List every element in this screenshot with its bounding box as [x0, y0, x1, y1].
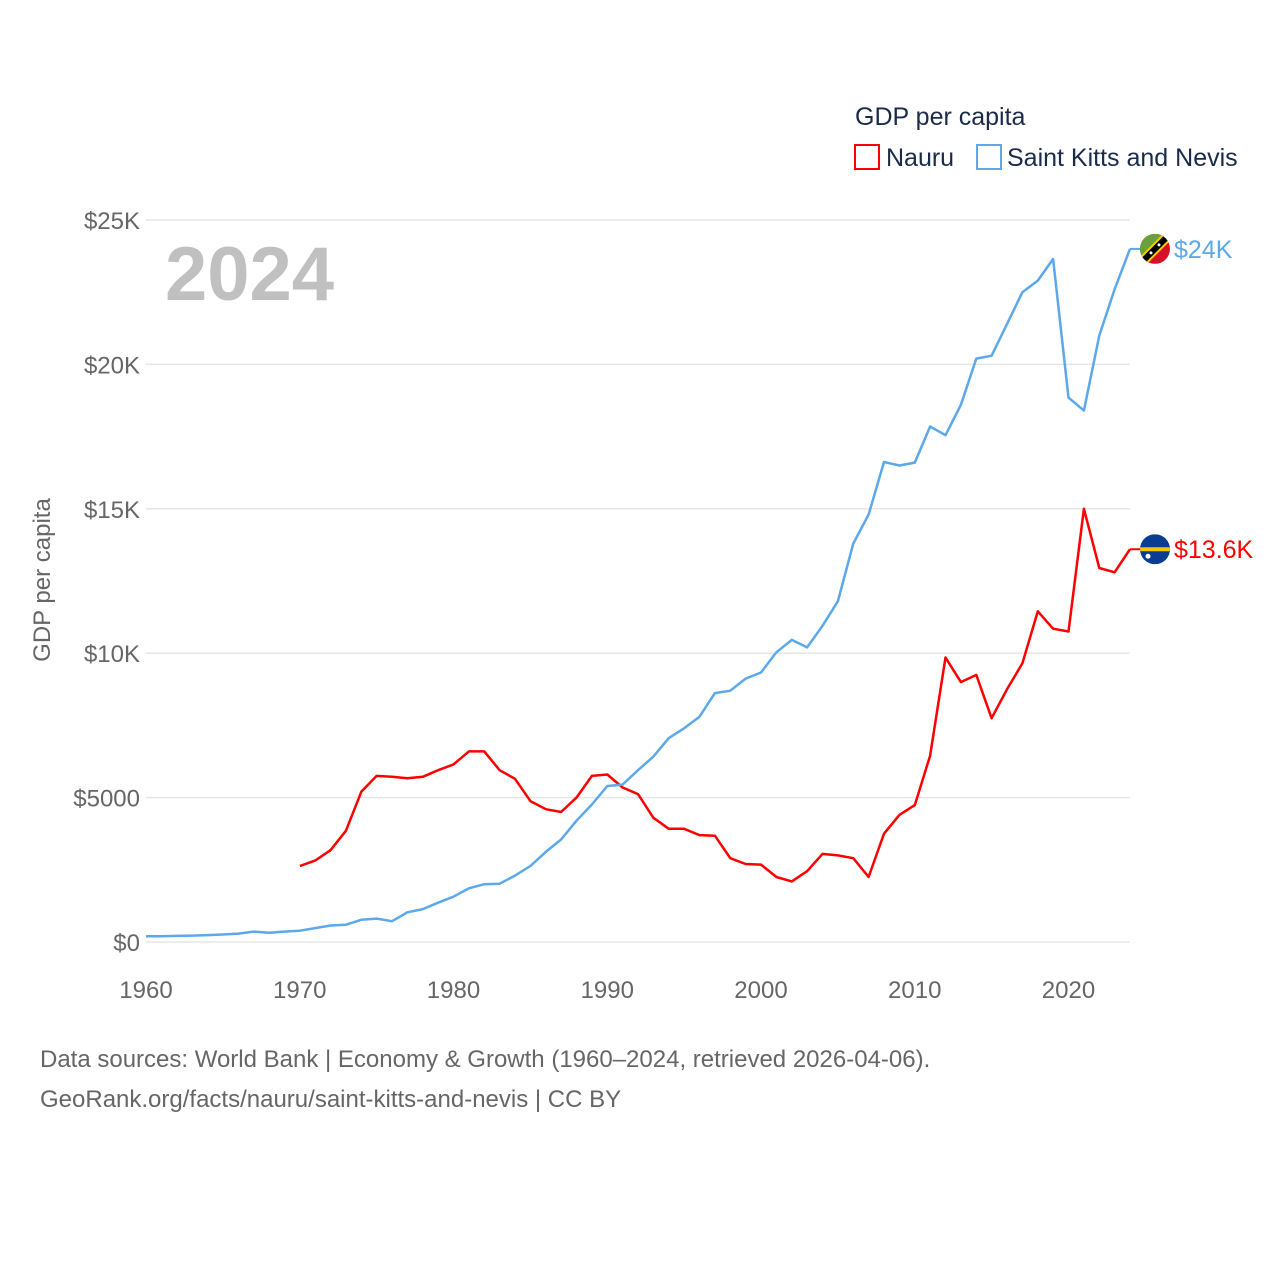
gridlines	[146, 219, 1130, 943]
y-tick-label: $25K	[84, 208, 140, 235]
y-axis-ticks: $0 $5000 $10K $15K $20K $25K	[73, 208, 140, 957]
legend-label-saint-kitts[interactable]: Saint Kitts and Nevis	[1007, 144, 1238, 172]
x-tick-label: 1960	[119, 977, 172, 1004]
legend-label-nauru[interactable]: Nauru	[886, 144, 954, 172]
y-tick-label: $15K	[84, 497, 140, 524]
x-tick-label: 1980	[427, 977, 480, 1004]
legend-swatch-saint-kitts[interactable]	[976, 144, 1002, 170]
y-axis-label: GDP per capita	[29, 498, 56, 662]
footer-link[interactable]: GeoRank.org/facts/nauru/saint-kitts-and-…	[40, 1086, 622, 1113]
y-tick-label: $10K	[84, 641, 140, 668]
year-watermark: 2024	[165, 232, 334, 317]
series-line-saint-kitts-and-nevis[interactable]	[146, 248, 1132, 938]
x-tick-label: 2010	[888, 977, 941, 1004]
x-tick-label: 1990	[581, 977, 634, 1004]
end-value-label: $13.6K	[1174, 536, 1254, 564]
nauru-flag-icon	[1140, 534, 1170, 565]
end-value-label: $24K	[1174, 236, 1233, 264]
footer-sources: Data sources: World Bank | Economy & Gro…	[40, 1046, 931, 1073]
series-line-nauru[interactable]	[299, 507, 1132, 883]
saint-kitts-and-nevis-flag-icon	[1140, 233, 1170, 264]
x-axis-ticks: 1960 1970 1980 1990 2000 2010 2020	[119, 977, 1095, 1004]
series-end-labels: $13.6K $24K	[1130, 233, 1254, 565]
x-tick-label: 2020	[1042, 977, 1095, 1004]
x-tick-label: 2000	[734, 977, 787, 1004]
legend-title: GDP per capita	[855, 103, 1026, 131]
series-lines	[146, 248, 1132, 938]
y-tick-label: $5000	[73, 786, 140, 813]
legend-swatch-nauru[interactable]	[854, 144, 880, 170]
y-tick-label: $20K	[84, 352, 140, 379]
x-tick-label: 1970	[273, 977, 326, 1004]
y-tick-label: $0	[113, 930, 140, 957]
